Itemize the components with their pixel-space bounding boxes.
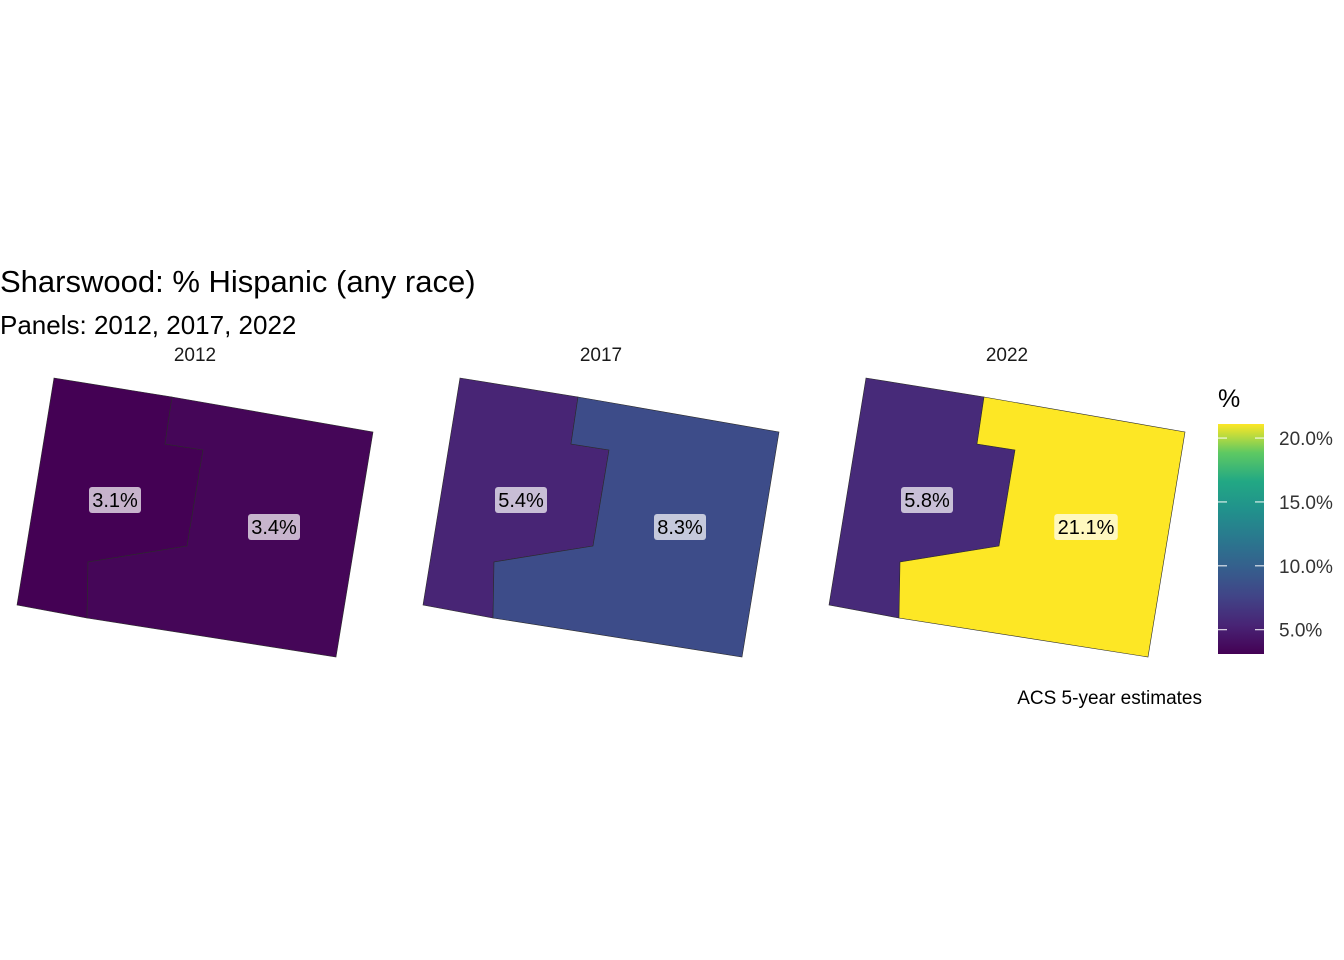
legend-tick-label: 15.0%	[1279, 493, 1333, 514]
value-label-background	[901, 487, 953, 513]
panel-2012: 2012 3.1% 3.4%	[16, 345, 374, 658]
legend-title: %	[1218, 385, 1240, 413]
map-caption: ACS 5-year estimates	[1017, 688, 1202, 709]
panel-2022: 2022 5.8% 21.1%	[828, 345, 1186, 658]
tract-east[interactable]	[492, 396, 780, 658]
tract-east[interactable]	[898, 396, 1186, 658]
tract-east[interactable]	[86, 396, 374, 658]
value-label-background	[1054, 514, 1118, 540]
value-label-background	[89, 487, 141, 513]
legend-tick-label: 20.0%	[1279, 429, 1333, 450]
value-label: 3.1%	[92, 490, 138, 512]
panel-strip-label: 2012	[174, 345, 216, 366]
facet-panels: 2012 3.1% 3.4% 2017 5.4% 8.3% 2022 5.8% 21.1%	[16, 345, 1186, 658]
value-label: 3.4%	[251, 517, 297, 539]
value-label: 8.3%	[657, 517, 703, 539]
panel-2017: 2017 5.4% 8.3%	[422, 345, 780, 658]
map-subtitle: Panels: 2012, 2017, 2022	[0, 310, 296, 340]
legend-tick-label: 10.0%	[1279, 557, 1333, 578]
legend-tick-label: 5.0%	[1279, 621, 1322, 642]
legend-colorbar	[1218, 424, 1264, 654]
panel-strip-label: 2022	[986, 345, 1028, 366]
panel-strip-label: 2017	[580, 345, 622, 366]
value-label: 5.8%	[904, 490, 950, 512]
value-label-background	[495, 487, 547, 513]
value-label-background	[248, 514, 300, 540]
value-label-background	[654, 514, 706, 540]
value-label: 5.4%	[498, 490, 544, 512]
color-legend: % 5.0% 10.0% 15.0% 20.0%	[1218, 385, 1333, 654]
value-label: 21.1%	[1058, 517, 1115, 539]
map-title: Sharswood: % Hispanic (any race)	[0, 264, 476, 299]
